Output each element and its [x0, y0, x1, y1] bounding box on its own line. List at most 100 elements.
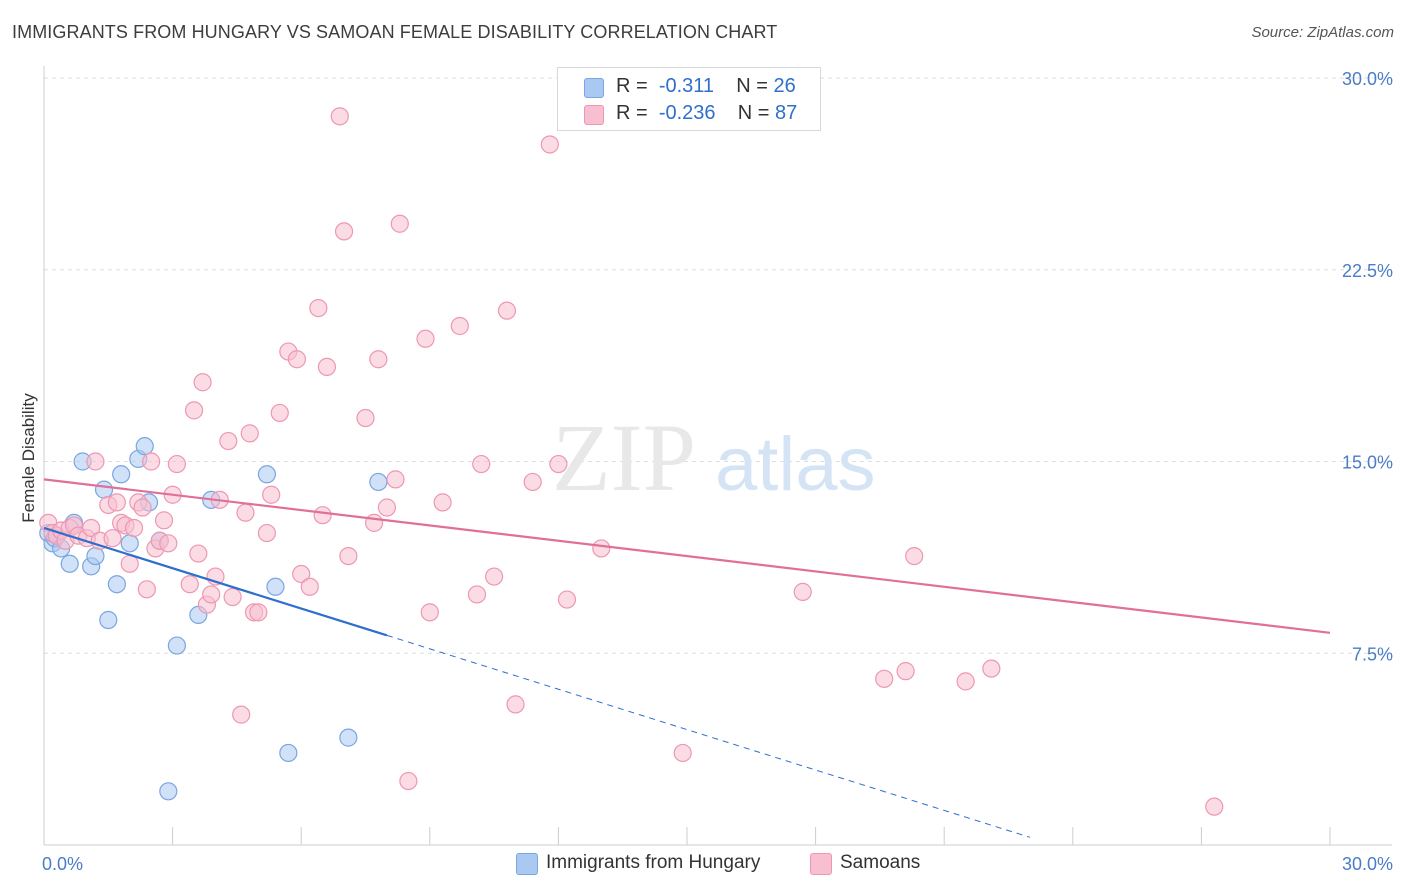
- data-point: [287, 350, 307, 369]
- data-point: [1205, 797, 1224, 816]
- chart-title: IMMIGRANTS FROM HUNGARY VS SAMOAN FEMALE…: [12, 22, 778, 42]
- watermark: ZIP atlas: [552, 404, 876, 511]
- y-tick-label: 15.0%: [1342, 453, 1393, 473]
- series-legend: Immigrants from Hungary Samoans: [0, 852, 1406, 878]
- legend-n-value: 87: [775, 102, 798, 124]
- data-point: [390, 214, 409, 233]
- data-point: [673, 743, 692, 763]
- data-point: [86, 546, 105, 566]
- data-point: [896, 662, 915, 681]
- data-point: [135, 437, 154, 456]
- data-point: [356, 408, 375, 428]
- data-point: [467, 585, 487, 604]
- legend-n-label: N =: [736, 75, 768, 97]
- data-point: [189, 544, 208, 563]
- legend-swatch-samoans: [810, 853, 832, 875]
- data-point: [262, 485, 281, 504]
- data-point: [193, 373, 212, 392]
- data-point: [240, 424, 259, 443]
- data-point: [219, 431, 238, 451]
- data-point: [249, 603, 268, 622]
- data-point: [956, 672, 975, 691]
- x-tick-label: 30.0%: [1342, 854, 1393, 874]
- data-point: [339, 728, 358, 747]
- data-point: [120, 534, 139, 553]
- data-point: [317, 357, 337, 377]
- data-point: [60, 554, 79, 573]
- data-point: [180, 575, 199, 594]
- legend-r-value: -0.311: [658, 75, 715, 97]
- data-point: [167, 454, 186, 474]
- data-point: [875, 669, 894, 688]
- data-point: [159, 534, 178, 553]
- data-point: [159, 782, 178, 801]
- data-point: [982, 659, 1001, 678]
- data-point: [107, 493, 126, 512]
- trend-lines: [43, 478, 1331, 838]
- data-point: [292, 564, 311, 584]
- data-point: [167, 636, 186, 655]
- data-point: [523, 472, 542, 492]
- legend-n-label: N =: [737, 102, 770, 124]
- trend-line-samoans: [43, 478, 1331, 634]
- legend-r-label: R =: [616, 75, 648, 97]
- data-point: [232, 705, 251, 724]
- data-point: [399, 771, 418, 791]
- legend-r-value: -0.236: [658, 102, 716, 124]
- data-point: [82, 518, 101, 538]
- data-point: [905, 546, 924, 566]
- x-tick-label: 0.0%: [42, 854, 83, 874]
- data-point: [506, 695, 525, 714]
- data-point: [257, 523, 277, 543]
- watermark-atlas: atlas: [715, 422, 876, 507]
- data-point: [266, 577, 285, 596]
- data-point: [107, 575, 126, 594]
- y-tick-label: 30.0%: [1342, 69, 1393, 89]
- data-point: [369, 350, 388, 369]
- data-point: [386, 470, 405, 489]
- data-point: [124, 518, 144, 538]
- y-tick-label: 22.5%: [1342, 261, 1393, 281]
- data-point: [377, 498, 397, 517]
- data-point: [313, 506, 332, 525]
- data-point: [416, 329, 435, 348]
- legend-label-samoans: Samoans: [840, 852, 921, 873]
- data-point: [497, 301, 517, 320]
- y-axis-label: Female Disability: [19, 393, 38, 523]
- watermark-zip: ZIP: [552, 404, 696, 511]
- source-label: Source: ZipAtlas.com: [1251, 24, 1394, 41]
- data-point: [369, 472, 388, 492]
- data-point: [300, 577, 319, 596]
- legend-r-label: R =: [616, 102, 648, 124]
- data-point: [485, 567, 504, 586]
- data-point: [549, 454, 568, 474]
- data-point: [339, 546, 358, 566]
- axes: [43, 66, 1392, 846]
- correlation-legend: R = -0.311 N = 26 R = -0.236 N = 87: [557, 67, 821, 131]
- data-point: [557, 590, 577, 609]
- data-point: [112, 465, 131, 484]
- data-point: [270, 403, 289, 423]
- trend-line-hungary-extension: [386, 634, 1031, 838]
- data-point: [236, 503, 255, 522]
- data-point: [540, 135, 559, 154]
- data-point: [137, 580, 156, 599]
- data-point: [133, 498, 152, 517]
- legend-swatch-samoans: [584, 105, 604, 125]
- data-point: [223, 587, 242, 607]
- data-point: [86, 452, 105, 471]
- legend-swatch-hungary: [516, 853, 538, 875]
- legend-swatch-hungary: [584, 78, 604, 98]
- trend-line-hungary: [43, 526, 388, 637]
- data-point: [257, 465, 277, 484]
- data-point: [793, 582, 812, 601]
- data-point: [103, 529, 122, 548]
- data-point: [142, 452, 161, 471]
- data-point: [330, 107, 349, 126]
- data-point: [94, 480, 114, 499]
- data-point: [309, 299, 328, 318]
- tick-labels: 7.5% 15.0% 22.5% 30.0% 0.0% 30.0%: [42, 69, 1393, 874]
- legend-label-hungary: Immigrants from Hungary: [546, 852, 761, 873]
- data-point: [364, 513, 384, 532]
- data-point: [450, 316, 469, 336]
